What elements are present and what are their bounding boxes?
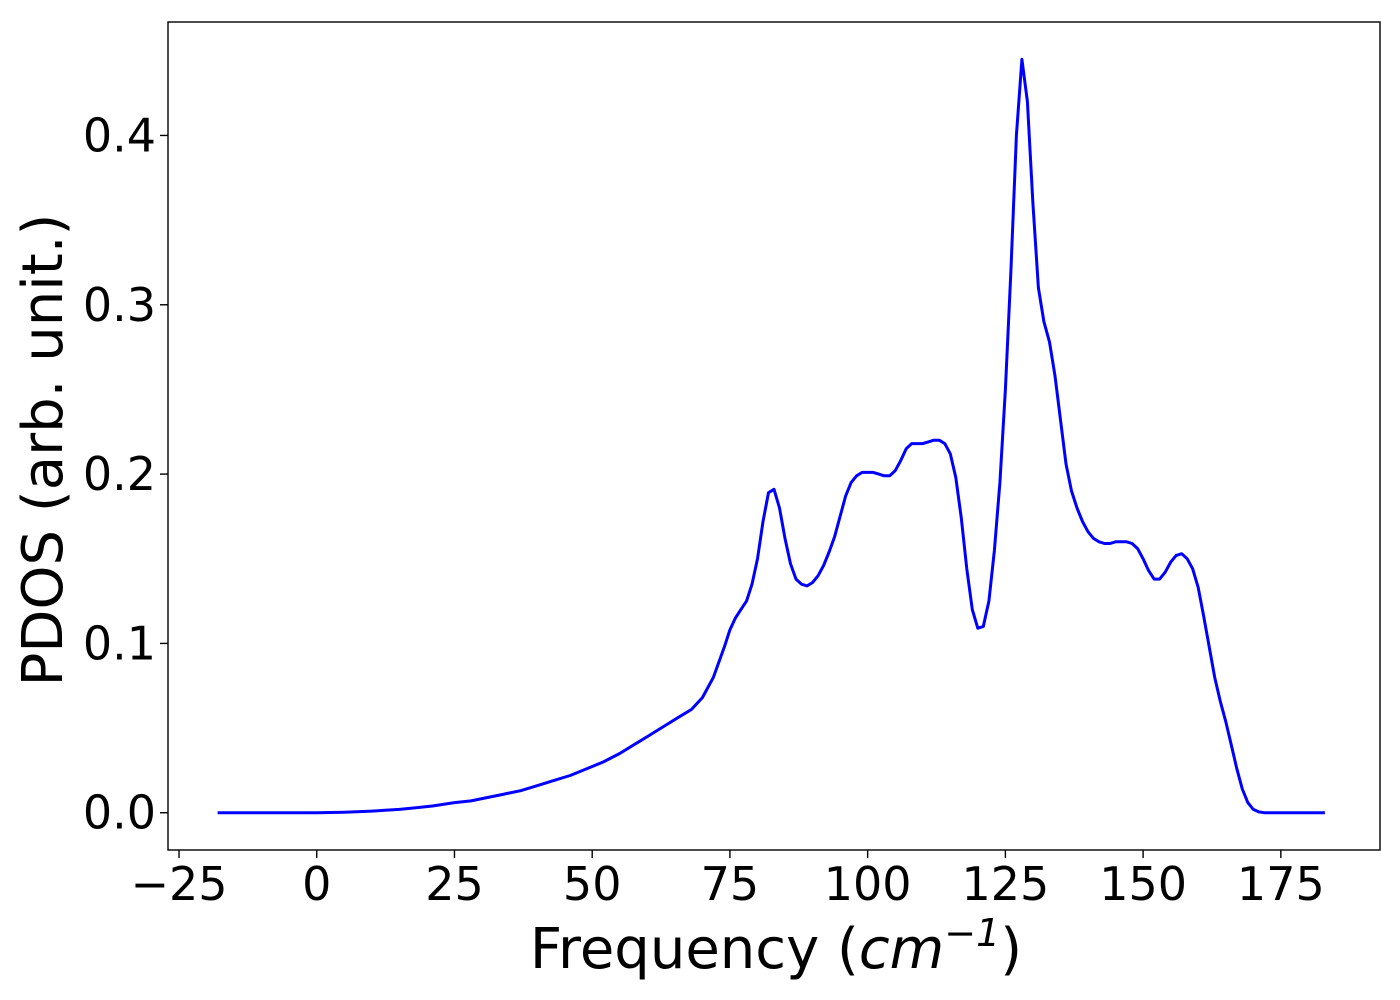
- x-tick-label: 25: [425, 857, 484, 911]
- x-axis-label: Frequency (cm−1): [530, 911, 1022, 982]
- y-tick-label: 0.3: [83, 278, 156, 332]
- y-tick-label: 0.0: [83, 786, 156, 840]
- x-tick-label: 125: [961, 857, 1049, 911]
- x-tick-label: 50: [563, 857, 622, 911]
- plot-marks: [217, 57, 1325, 815]
- x-axis-label-var: cm: [859, 917, 944, 982]
- x-axis-label-suffix: ): [1000, 917, 1022, 982]
- x-tick-label: 75: [701, 857, 760, 911]
- x-tick-label: 150: [1099, 857, 1187, 911]
- y-tick-label: 0.1: [83, 616, 156, 670]
- y-tick-label: 0.4: [83, 108, 156, 162]
- pdos-line-0: [217, 57, 1325, 815]
- x-axis-label-exponent: −1: [944, 911, 1000, 955]
- x-axis-label-prefix: Frequency (: [530, 917, 859, 982]
- x-tick-label: −25: [130, 857, 227, 911]
- x-tick-label: 175: [1237, 857, 1325, 911]
- y-axis-ticks: 0.0 0.1 0.2 0.3 0.4: [83, 108, 168, 840]
- x-tick-label: 100: [824, 857, 912, 911]
- x-axis-ticks: −25 0 25 50 75 100 125 150 175: [130, 850, 1325, 911]
- plot-frame: [167, 21, 1381, 851]
- y-tick-label: 0.2: [83, 447, 156, 501]
- x-tick-label: 0: [302, 857, 331, 911]
- y-axis-label: PDOS (arb. unit.): [11, 214, 76, 687]
